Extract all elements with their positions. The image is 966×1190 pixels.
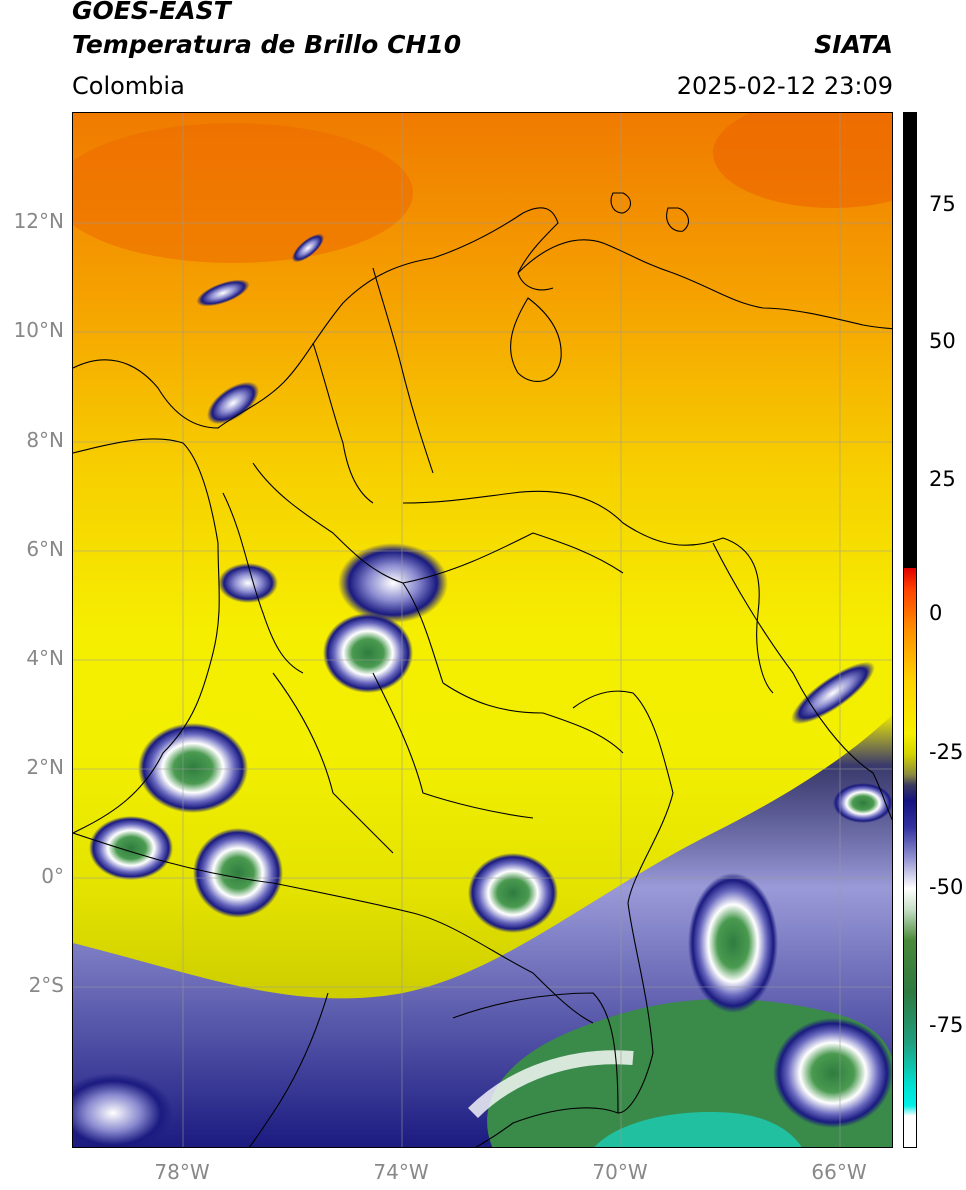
department-lines-7 [222,492,304,674]
lat-label-2N: 2°N [26,755,64,779]
lat-label-12N: 12°N [13,209,64,233]
lat-label-8N: 8°N [26,428,64,452]
cloud-southwest-blob [73,1073,173,1147]
borders [73,192,892,1147]
cloud-cell-putumayo [468,853,558,933]
island-aruba [610,192,632,214]
coastline-guajira [517,239,892,330]
lat-label-2S: 2°S [28,973,64,997]
cloud-cell-panama [206,381,260,425]
colorbar-tick-25: 25 [929,467,956,491]
graticule [73,113,892,1147]
coastline-caribbean [73,207,559,429]
lake-maracaibo [510,297,562,382]
southern-cloud-core-cyan [594,1112,802,1147]
cloud-cell-caribbean-2 [291,233,325,263]
cloud-cell-northeast [791,661,875,725]
lon-label-70W: 70°W [592,1160,648,1184]
department-lines-9 [712,542,892,821]
temperature-colorbar [903,112,917,1148]
cloud-cell-antioquia [338,543,448,623]
title-satellite: GOES-EAST [72,0,231,25]
cloud-cell-caribbean-1 [196,279,250,307]
lat-label-0: 0° [41,864,64,888]
warm-area-caribbean [73,123,413,263]
colorbar-tick-neg75: -75 [929,1013,964,1037]
department-lines-8 [372,267,434,474]
lat-label-10N: 10°N [13,318,64,342]
border-colombia-venezuela [402,490,774,694]
cloud-east-cell-2 [773,1018,892,1128]
lon-label-78W: 78°W [154,1160,210,1184]
cloud-cell-far-east [833,783,892,823]
department-lines-10 [248,992,329,1147]
warm-area-northeast [713,113,892,208]
cloud-cell-magdalena [323,613,413,693]
cloud-east-cell-1 [688,873,778,1013]
department-lines-5 [372,672,534,819]
border-colombia-brazil [572,690,674,1114]
title-product: Temperatura de Brillo CH10 [72,30,462,59]
southern-cloud-white [468,1050,634,1119]
cloud-cell-narino [193,828,283,918]
lon-label-66W: 66°W [811,1160,867,1184]
department-lines-4 [442,682,624,754]
lat-label-6N: 6°N [26,537,64,561]
department-lines-1 [252,462,444,684]
cloud-cell-pacific-2 [89,816,173,880]
coastline-pacific [73,438,220,834]
department-lines-2 [312,342,374,504]
colorbar-tick-neg25: -25 [929,740,964,764]
border-peru-brazil [452,992,619,1147]
lat-label-4N: 4°N [26,646,64,670]
colorbar-tick-50: 50 [929,329,956,353]
lon-label-74W: 74°W [373,1160,429,1184]
colorbar-tick-neg50: -50 [929,875,964,899]
map-svg [73,113,892,1147]
border-colombia-ecuador-peru [73,832,594,1024]
department-lines-6 [272,672,394,854]
satellite-map [72,112,893,1148]
region-label: Colombia [72,72,185,100]
cloud-cell-pacific-1 [138,723,248,813]
colorbar-tick-0: 0 [929,601,943,625]
cloud-cell-choco [218,563,278,603]
brand-label: SIATA [814,30,893,59]
colorbar-tick-75: 75 [929,192,956,216]
department-lines-3 [402,532,624,584]
timestamp-label: 2025-02-12 23:09 [676,72,893,100]
island-curacao [666,207,689,232]
